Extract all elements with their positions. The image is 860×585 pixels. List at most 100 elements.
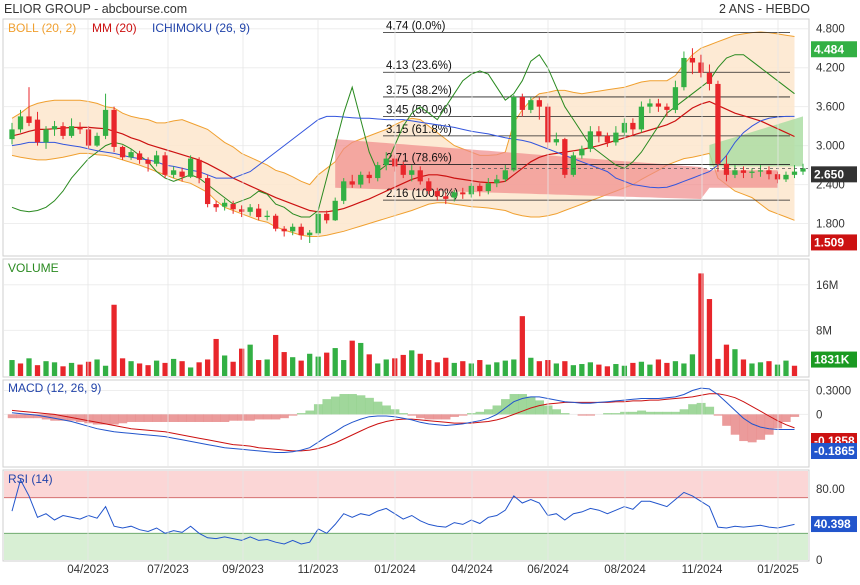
macd-histogram-bar (781, 414, 791, 422)
candle-body (638, 106, 645, 130)
volume-bar (528, 357, 534, 376)
candle-body (664, 106, 670, 110)
macd-histogram-bar (416, 414, 425, 419)
candle-body (494, 179, 500, 184)
low-price-badge-bg (811, 234, 857, 251)
volume-badge: 1831K (814, 353, 850, 367)
candle-body (341, 181, 347, 201)
macd-panel (2, 379, 810, 468)
candle-body (298, 226, 304, 236)
volume-bar (451, 362, 457, 376)
price-tick-label: 3.600 (816, 102, 845, 114)
volume-bar (511, 359, 517, 376)
volume-bar (221, 355, 228, 376)
volume-bar (783, 360, 789, 376)
macd-histogram-bar (501, 399, 510, 415)
candle-body (239, 209, 245, 212)
macd-histogram-bar (101, 414, 111, 425)
moving-average-line (11, 100, 795, 213)
x-tick-label: 07/2023 (147, 564, 189, 576)
volume-bar (213, 338, 219, 376)
volume-bar (485, 364, 491, 376)
x-tick-label: 09/2023 (222, 564, 264, 576)
macd-histogram-bar (662, 411, 672, 415)
candle-body (204, 178, 211, 205)
macd-tick-label: 0.3000 (816, 386, 851, 398)
macd-histogram-bar (288, 414, 298, 416)
volume-bar (715, 358, 721, 376)
macd-histogram-bar (441, 414, 451, 420)
macd-histogram-bar (126, 414, 136, 422)
candle-body (715, 83, 721, 164)
candle-body (119, 146, 126, 158)
macd-histogram-bar (347, 394, 357, 415)
candle-body (791, 171, 798, 175)
fibonacci-label: 2.71 (78.6%) (386, 152, 452, 164)
volume-bar (9, 360, 15, 376)
candle-body (443, 196, 449, 199)
volume-bar (468, 363, 474, 376)
candle-body (273, 215, 279, 229)
macd-histogram-bar (560, 413, 570, 415)
volume-bar (366, 354, 372, 376)
volume-bar (102, 365, 109, 376)
macd-badge-bg (811, 443, 857, 459)
volume-bar (698, 273, 704, 376)
fibonacci-label: 3.75 (38.2%) (386, 85, 452, 97)
candle-body (85, 129, 92, 146)
rsi-overbought-zone (4, 471, 808, 498)
macd-histogram-bar (705, 406, 715, 415)
volume-bar (732, 349, 738, 376)
macd-histogram-bar (296, 413, 306, 415)
fibonacci-label: 3.45 (50.0%) (386, 104, 452, 116)
macd-histogram-bar (169, 414, 179, 422)
volume-bar (672, 361, 679, 376)
candle-body (613, 132, 619, 143)
candle-body (553, 139, 559, 143)
macd-histogram-bar (203, 414, 213, 422)
macd-histogram-bar (603, 413, 613, 415)
volume-bar (17, 363, 24, 376)
price-layer: 4.800 4.200 3.600 3.000 2.400 1.800 4.74 (0.0%… (4, 21, 857, 251)
volume-tick-label: 16M (816, 280, 838, 292)
macd-histogram-bar (364, 397, 374, 415)
period-label: 2 ANS - HEBDO (719, 2, 810, 16)
ichimoku-kijun-line (11, 115, 795, 189)
macd-histogram-bar (84, 414, 94, 424)
volume-bar (621, 365, 628, 376)
fibonacci-label: 4.74 (0.0%) (386, 21, 446, 33)
candle-body (672, 87, 679, 110)
candle-body (60, 126, 66, 136)
volume-bar (77, 364, 83, 376)
volume-bar (740, 359, 747, 376)
price-tick-label: 2.400 (816, 180, 845, 192)
candle-body (213, 204, 219, 208)
macd-histogram-bar (381, 405, 391, 415)
volume-bar (579, 364, 585, 376)
macd-histogram-bar (220, 414, 230, 422)
macd-signal-line (11, 393, 795, 452)
volume-bar (553, 363, 559, 376)
volume-bar (43, 361, 49, 376)
volume-bar (723, 344, 730, 376)
volume-bar (170, 358, 177, 376)
candle-body (783, 174, 789, 180)
volume-bar (587, 362, 594, 376)
candle-body (689, 57, 696, 63)
x-tick-label: 04/2023 (67, 564, 109, 576)
macd-histogram-bar (620, 411, 630, 415)
volume-bar (273, 334, 279, 376)
volume-bar (136, 363, 143, 376)
volume-panel (2, 258, 810, 378)
macd-histogram-bar (58, 414, 68, 421)
macd-histogram-bar (764, 414, 774, 435)
macd-histogram-bar (228, 414, 238, 421)
volume-bar (230, 361, 236, 376)
volume-badge-bg (811, 351, 857, 368)
volume-bar (153, 360, 160, 376)
macd-histogram-bar (475, 411, 485, 415)
volume-bar (281, 352, 287, 376)
macd-histogram-bar (109, 414, 119, 425)
